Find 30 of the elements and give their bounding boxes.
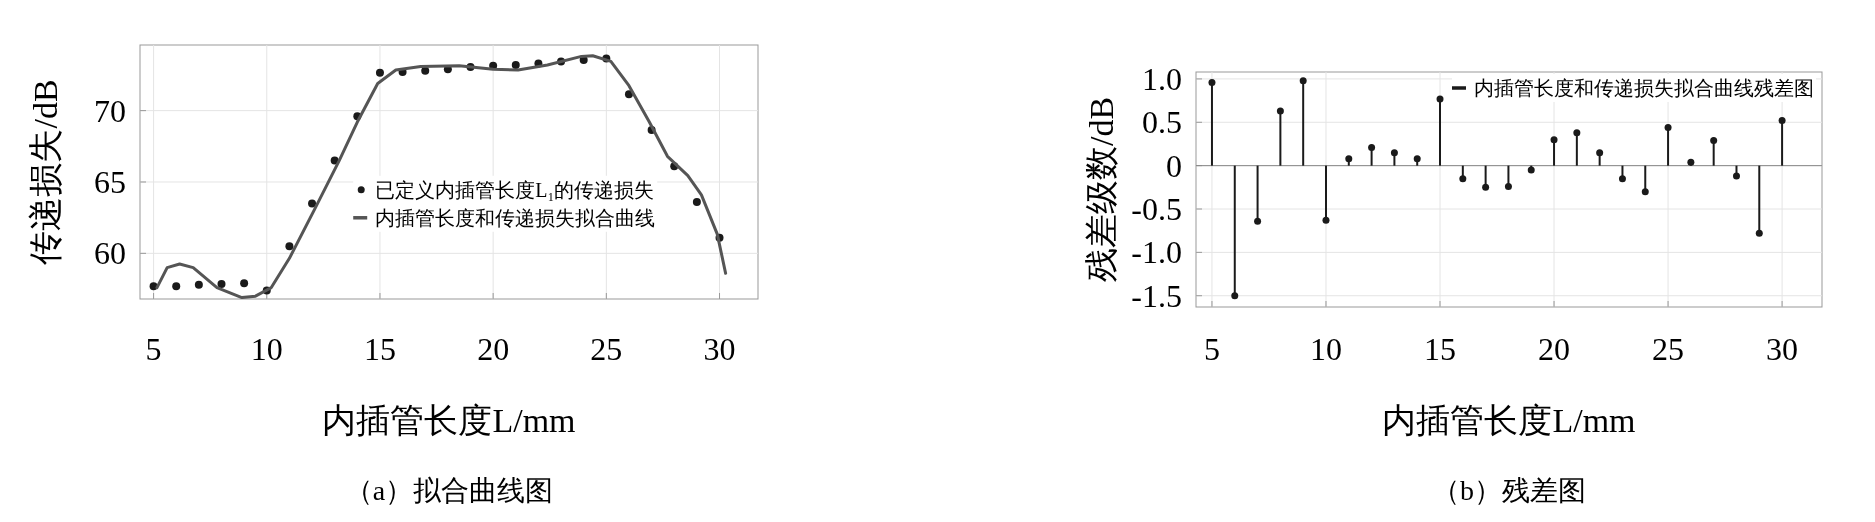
y-axis-title: 传递损失/dB xyxy=(26,79,64,265)
legend-label: 已定义内插管长度L₁的传递损失 xyxy=(375,178,655,201)
x-tick-label: 15 xyxy=(1424,331,1457,367)
legend-label: 内插管长度和传递损失拟合曲线 xyxy=(375,206,656,229)
x-tick-label: 20 xyxy=(477,331,510,367)
y-tick-label: 70 xyxy=(94,92,126,129)
x-tick-label: 25 xyxy=(590,331,623,367)
text: （b）残差图 xyxy=(1432,475,1586,506)
x-tick-label: 15 xyxy=(363,331,396,367)
y-axis-title: 残差级数/dB xyxy=(1082,96,1120,283)
text: （a）拟合曲线图 xyxy=(344,475,554,506)
y-tick-label: 60 xyxy=(94,235,126,272)
x-tick-label: 10 xyxy=(250,331,283,367)
y-tick-label: 0 xyxy=(1166,147,1182,184)
y-tick-label: -1.5 xyxy=(1131,277,1182,314)
x-tick-label: 20 xyxy=(1538,331,1571,367)
y-tick-label: 0.5 xyxy=(1142,104,1182,141)
x-axis-title: 内插管长度L/mm xyxy=(322,402,576,439)
x-tick-label: 30 xyxy=(1766,331,1799,367)
x-tick-label: 30 xyxy=(703,331,736,367)
y-tick-label: -0.5 xyxy=(1131,191,1182,228)
y-tick-label: 1.0 xyxy=(1142,60,1182,97)
x-tick-label: 10 xyxy=(1309,331,1342,367)
x-tick-label: 25 xyxy=(1652,331,1685,367)
y-tick-label: 65 xyxy=(94,163,126,200)
x-tick-label: 5 xyxy=(145,331,162,367)
y-tick-label: -1.0 xyxy=(1131,234,1182,271)
legend-label: 内插管长度和传递损失拟合曲线残差图 xyxy=(1474,77,1814,99)
x-axis-title: 内插管长度L/mm xyxy=(1382,402,1636,439)
x-tick-label: 5 xyxy=(1203,331,1220,367)
